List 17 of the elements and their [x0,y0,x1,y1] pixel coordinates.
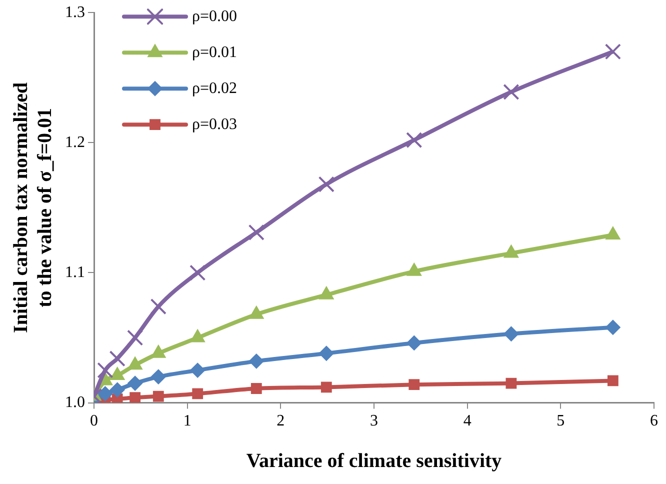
y-tick-label: 1.0 [65,394,85,412]
legend-label: ρ=0.03 [192,116,238,133]
x-tick-label: 4 [463,412,472,430]
x-tick-label: 0 [90,412,98,430]
x-axis-title: Variance of climate sensitivity [246,450,502,472]
y-tick-label: 1.1 [65,264,85,281]
x-tick-label: 3 [370,412,378,430]
y-tick-label: 1.2 [65,134,85,151]
legend-label: ρ=0.00 [192,8,238,25]
x-tick-label: 6 [650,412,658,430]
y-axis-title: Initial carbon tax normalized to the value of σ_f=0.01 [10,82,56,333]
legend-label: ρ=0.01 [192,44,238,61]
x-tick-label: 5 [556,412,565,430]
y-tick-label: 1.3 [65,4,85,21]
x-tick-label: 2 [276,412,285,430]
legend-label: ρ=0.02 [192,80,238,97]
x-tick-label: 1 [183,412,192,430]
